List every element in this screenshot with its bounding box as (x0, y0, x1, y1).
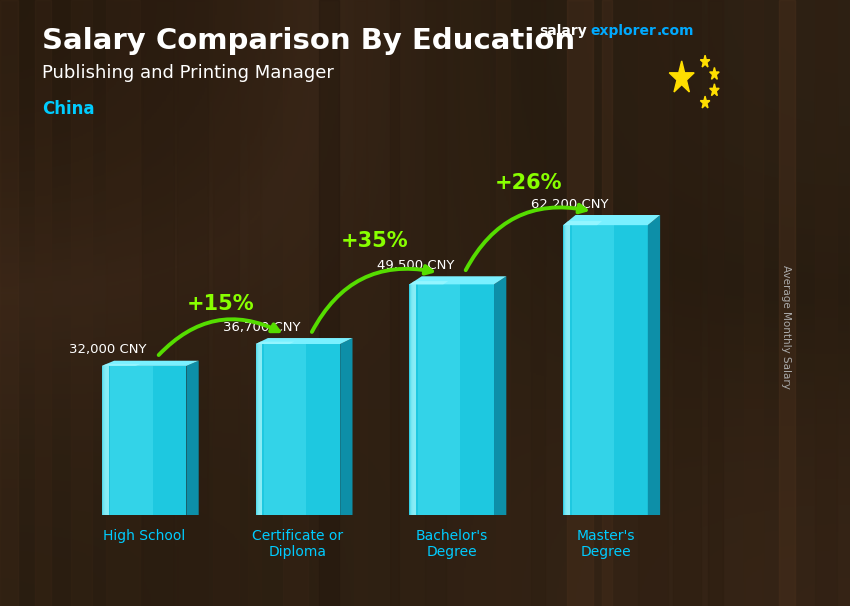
Bar (256, 344, 340, 515)
Bar (257, 344, 263, 515)
Bar (461, 0, 474, 606)
Bar (708, 0, 732, 606)
Bar (212, 0, 240, 606)
Bar (0, 0, 29, 606)
Bar (107, 366, 109, 515)
Bar (110, 366, 152, 515)
Bar (415, 284, 416, 515)
Polygon shape (340, 338, 353, 515)
Bar (566, 225, 570, 515)
Bar (569, 225, 570, 515)
Bar (102, 366, 186, 515)
Bar (102, 366, 109, 515)
Bar (103, 366, 109, 515)
Bar (410, 284, 416, 515)
Bar (564, 225, 570, 515)
Polygon shape (710, 84, 719, 96)
Bar (142, 0, 151, 606)
Polygon shape (564, 215, 660, 225)
Bar (260, 344, 263, 515)
Bar (256, 344, 263, 515)
Bar (319, 0, 344, 606)
Bar (564, 225, 648, 515)
Polygon shape (102, 364, 140, 366)
FancyArrowPatch shape (159, 319, 279, 355)
Bar (531, 0, 557, 606)
Bar (410, 284, 494, 515)
Polygon shape (410, 281, 448, 284)
Bar (411, 284, 416, 515)
Bar (572, 225, 614, 515)
Bar (104, 366, 109, 515)
Bar (258, 344, 263, 515)
Bar (410, 284, 416, 515)
Text: salary: salary (540, 24, 587, 38)
Bar (102, 366, 109, 515)
Text: 62,200 CNY: 62,200 CNY (530, 198, 608, 211)
Bar (565, 225, 570, 515)
Bar (258, 344, 263, 515)
Polygon shape (410, 276, 507, 284)
Bar (413, 284, 416, 515)
Bar (567, 225, 570, 515)
Bar (568, 225, 570, 515)
Bar (259, 344, 263, 515)
Text: 49,500 CNY: 49,500 CNY (377, 259, 454, 272)
Bar (106, 366, 109, 515)
Bar (569, 225, 570, 515)
Text: +35%: +35% (341, 231, 409, 251)
Polygon shape (669, 61, 694, 92)
Bar (107, 366, 109, 515)
Bar (412, 284, 416, 515)
Polygon shape (102, 361, 199, 366)
Bar (564, 225, 570, 515)
Bar (258, 344, 263, 515)
Bar (71, 0, 84, 606)
Bar (106, 0, 128, 606)
Bar (105, 366, 109, 515)
Bar (415, 284, 416, 515)
Bar (36, 0, 54, 606)
Text: 36,700 CNY: 36,700 CNY (223, 321, 301, 334)
Bar (567, 225, 570, 515)
Bar (177, 0, 190, 606)
Bar (414, 284, 416, 515)
Bar (496, 0, 507, 606)
Polygon shape (256, 342, 294, 344)
Bar (564, 225, 570, 515)
Bar (814, 0, 836, 606)
Bar (259, 344, 263, 515)
Bar (257, 344, 263, 515)
Bar (261, 344, 263, 515)
Bar (260, 344, 263, 515)
Polygon shape (256, 338, 353, 344)
Bar (354, 0, 385, 606)
Bar (258, 344, 263, 515)
Bar (103, 366, 109, 515)
Text: 32,000 CNY: 32,000 CNY (69, 344, 147, 356)
Bar (744, 0, 760, 606)
Bar (259, 344, 263, 515)
Bar (414, 284, 416, 515)
Bar (105, 366, 109, 515)
Bar (567, 225, 570, 515)
Bar (105, 366, 109, 515)
Bar (779, 0, 797, 606)
Bar (104, 366, 109, 515)
Bar (418, 284, 460, 515)
Bar (264, 344, 306, 515)
Bar (105, 366, 109, 515)
Polygon shape (700, 55, 710, 67)
Bar (411, 284, 416, 515)
FancyArrowPatch shape (312, 266, 432, 332)
Bar (566, 225, 570, 515)
Bar (567, 0, 592, 606)
Bar (413, 284, 416, 515)
Bar (411, 284, 416, 515)
Bar (257, 344, 263, 515)
Bar (411, 284, 416, 515)
Bar (565, 225, 570, 515)
Text: +15%: +15% (187, 295, 255, 315)
Bar (108, 366, 109, 515)
